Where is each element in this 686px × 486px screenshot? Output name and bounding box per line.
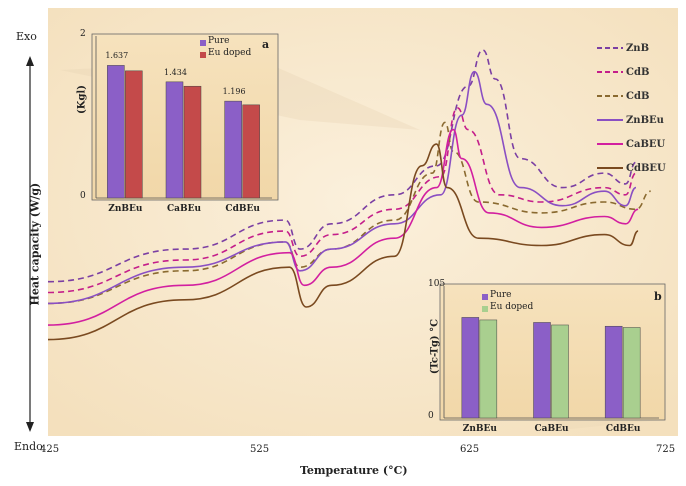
inset-y-tick-label: 0 bbox=[428, 411, 434, 421]
legend-swatch bbox=[597, 143, 623, 145]
bar-pure bbox=[604, 325, 623, 419]
legend-swatch bbox=[597, 95, 623, 97]
inset-category-label: ZnBEu bbox=[108, 204, 143, 214]
curves-group bbox=[47, 49, 651, 341]
bar-data-label: 1.637 bbox=[105, 51, 129, 61]
inset-legend-label: Pure bbox=[490, 290, 512, 300]
legend-item: CdB bbox=[596, 64, 649, 80]
bar-eu-doped bbox=[622, 327, 641, 419]
bar-eu-doped bbox=[242, 104, 260, 199]
series-line-cdb bbox=[47, 107, 637, 294]
inset-legend-swatch bbox=[200, 52, 206, 58]
inset-y-tick-label: 105 bbox=[428, 279, 446, 289]
legend-label: CdB bbox=[626, 66, 650, 78]
bar-pure bbox=[224, 100, 242, 199]
inset-a bbox=[91, 33, 279, 201]
legend-label: ZnBEu bbox=[626, 114, 664, 126]
legend-item: ZnBEu bbox=[596, 112, 664, 128]
inset-a-panel-label: a bbox=[262, 38, 270, 51]
legend-label: CdBEU bbox=[626, 162, 666, 174]
exo-arrow bbox=[26, 56, 34, 66]
inset-y-tick-label: 2 bbox=[80, 29, 86, 39]
series-line-cabeu bbox=[47, 128, 639, 326]
inset-legend-label: Eu doped bbox=[490, 302, 534, 312]
bar-pure bbox=[165, 81, 184, 199]
inset-category-label: CdBEu bbox=[605, 424, 641, 434]
legend-item: CaBEU bbox=[596, 136, 665, 152]
legend-item: CdBEU bbox=[596, 160, 666, 176]
axes bbox=[26, 56, 34, 432]
legend-label: ZnB bbox=[626, 42, 650, 54]
bar-eu-doped bbox=[125, 70, 143, 199]
y-top-label: Exo bbox=[16, 30, 37, 43]
x-axis-label: Temperature (°C) bbox=[300, 464, 408, 477]
bar-data-label: 1.196 bbox=[222, 87, 246, 97]
inset-category-label: CaBEu bbox=[534, 424, 569, 434]
series-line-znb bbox=[47, 49, 637, 283]
y-axis-label: Heat capacity (W/g) bbox=[28, 182, 42, 306]
inset-legend-label: Pure bbox=[208, 36, 230, 46]
inset-legend-swatch bbox=[200, 40, 206, 46]
inset-legend-swatch bbox=[482, 294, 488, 300]
legend-item: CdB bbox=[596, 88, 649, 104]
series-line-cdbeu bbox=[47, 143, 639, 341]
bar-pure bbox=[461, 317, 480, 419]
inset-b-panel-label: b bbox=[654, 290, 662, 303]
x-tick-label: 625 bbox=[460, 444, 480, 455]
legend-label: CaBEU bbox=[626, 138, 666, 150]
series-line-cdb bbox=[47, 121, 651, 305]
inset-legend-label: Eu doped bbox=[208, 48, 252, 58]
bar-eu-doped bbox=[183, 85, 202, 199]
x-tick-label: 725 bbox=[656, 444, 676, 455]
legend-item: ZnB bbox=[596, 40, 649, 56]
x-tick-label: 425 bbox=[40, 444, 60, 455]
inset-legend-swatch bbox=[482, 306, 488, 312]
endo-arrow bbox=[26, 422, 34, 432]
legend-swatch bbox=[597, 71, 623, 73]
y-bottom-label: Endo bbox=[14, 440, 43, 453]
bar-data-label: 1.434 bbox=[164, 67, 187, 77]
bar-pure bbox=[107, 65, 125, 199]
inset-a-y-label: (Kgl) bbox=[76, 85, 88, 114]
legend-swatch bbox=[597, 119, 623, 121]
inset-b bbox=[439, 283, 666, 421]
bar-pure bbox=[533, 322, 551, 419]
series-line-znbeu bbox=[47, 70, 637, 305]
legend-swatch bbox=[597, 47, 623, 49]
bar-eu-doped bbox=[479, 319, 498, 419]
inset-b-y-label: (Tc-Tg) °C bbox=[429, 318, 441, 375]
inset-y-tick-label: 0 bbox=[80, 191, 86, 201]
x-tick-label: 525 bbox=[250, 444, 270, 455]
inset-category-label: ZnBEu bbox=[462, 424, 497, 434]
bar-eu-doped bbox=[551, 324, 569, 419]
legend-label: CdB bbox=[626, 90, 650, 102]
inset-category-label: CaBEu bbox=[166, 204, 201, 214]
inset-category-label: CdBEu bbox=[225, 204, 260, 214]
legend-swatch bbox=[597, 167, 623, 169]
